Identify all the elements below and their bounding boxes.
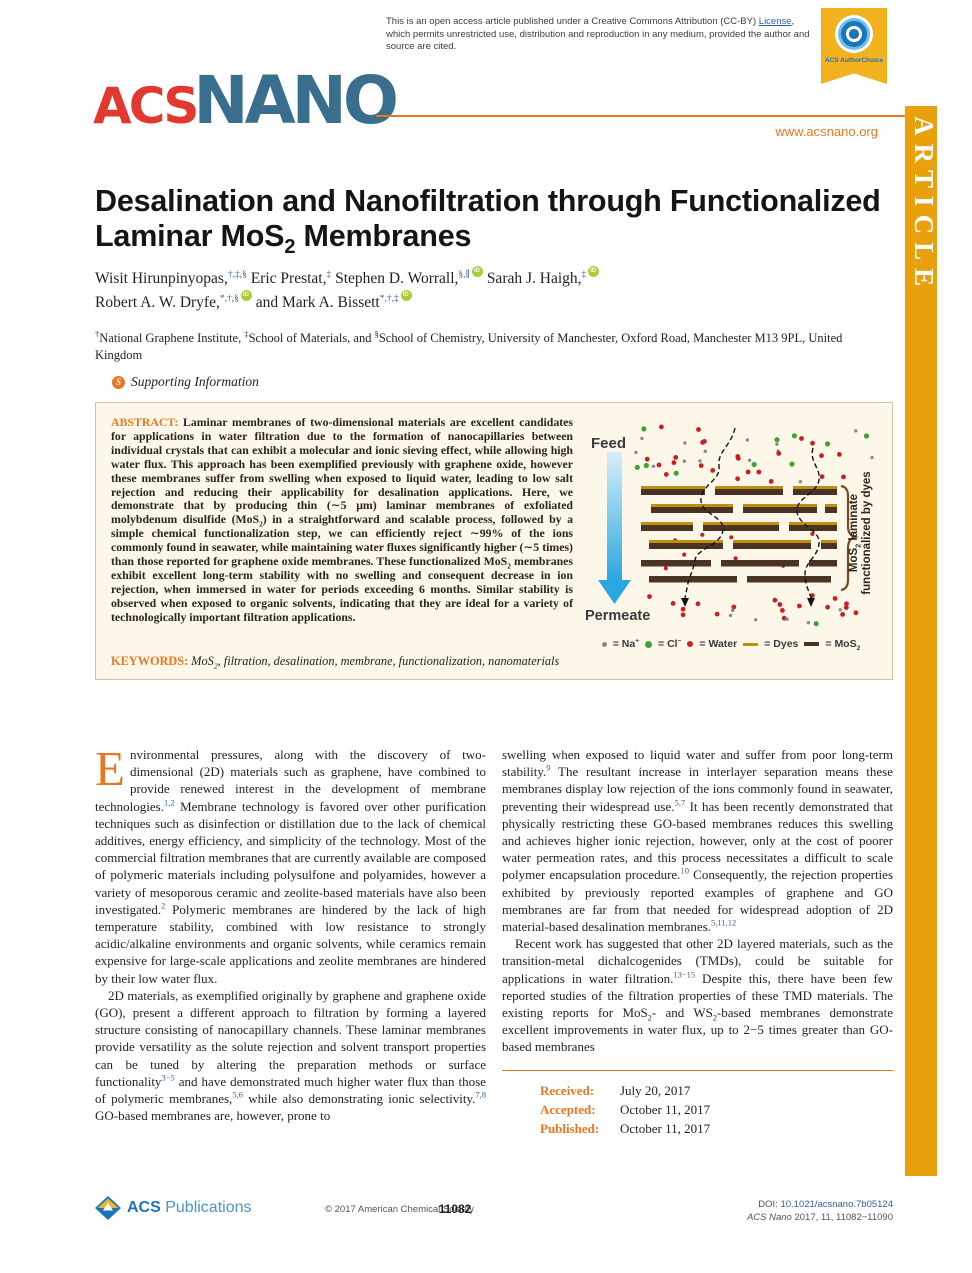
affiliation: †National Graphene Institute, ‡School of… xyxy=(95,328,843,362)
author-name: Eric Prestat,‡ xyxy=(250,270,332,288)
author-name: Robert A. W. Dryfe,*,†,§ xyxy=(95,294,239,312)
acs-publications-logo[interactable]: ACS Publications xyxy=(95,1196,252,1220)
copyright: © 2017 American Chemical Society xyxy=(325,1204,475,1215)
date-value: October 11, 2017 xyxy=(620,1121,711,1137)
license-link[interactable]: License xyxy=(758,16,792,27)
date-row: Accepted: October 11, 2017 xyxy=(540,1100,893,1119)
membrane-bars xyxy=(641,486,837,583)
keywords: KEYWORDS: MoS2, filtration, desalination… xyxy=(111,652,877,671)
author-name: Stephen D. Worrall,§,∥ xyxy=(335,270,470,288)
orcid-icon[interactable] xyxy=(471,266,483,277)
journal-url[interactable]: www.acsnano.org xyxy=(775,124,878,139)
na-dot-icon xyxy=(601,641,607,647)
date-value: October 11, 2017 xyxy=(620,1102,711,1118)
doi-block: DOI: 10.1021/acsnano.7b05124 ACS Nano 20… xyxy=(747,1198,893,1224)
figure-legend: = Na+ = Cl− = Water = Dyes = MoS2 xyxy=(585,637,877,653)
article-title: Desalination and Nanofiltration through … xyxy=(95,184,881,259)
author-name: Wisit Hirunpinyopas,†,‡,§ xyxy=(95,270,247,288)
pub-dates: Received: July 20, 2017 Accepted: Octobe… xyxy=(502,1081,893,1138)
citation-journal: ACS Nano xyxy=(746,1212,792,1223)
logo-nano: NANO xyxy=(193,62,399,139)
legend-label: = Cl− xyxy=(658,637,682,650)
header-rule xyxy=(376,115,905,117)
doi-link[interactable]: 10.1021/acsnano.7b05124 xyxy=(780,1199,893,1210)
dates-divider xyxy=(502,1069,893,1072)
membrane-bracket xyxy=(840,484,859,592)
authorchoice-badge: ACS AuthorChoice xyxy=(821,8,887,84)
doi-label: DOI: xyxy=(758,1199,781,1210)
abstract-text: ABSTRACT: Laminar membranes of two-dimen… xyxy=(111,415,574,624)
authorchoice-label: ACS AuthorChoice xyxy=(824,57,884,64)
figure-svg: Feed Permeate xyxy=(585,424,874,627)
paragraph: swelling when exposed to liquid water an… xyxy=(502,747,894,935)
keywords-label: KEYWORDS: xyxy=(111,654,189,668)
notice-text-post: , which permits unrestricted use, distri… xyxy=(386,16,810,52)
supporting-info-icon xyxy=(112,375,125,389)
publisher-acs: ACS xyxy=(127,1199,161,1216)
author-list: Wisit Hirunpinyopas,†,‡,§ Eric Prestat,‡… xyxy=(95,266,900,314)
figure-side-label: MoS2 laminate functionalized by dyes xyxy=(848,471,873,595)
paragraph: 2D materials, as exemplified originally … xyxy=(95,987,486,1124)
abstract-label: ABSTRACT: xyxy=(111,415,179,429)
flow-path xyxy=(684,427,736,599)
article-banner-label: ARTICLE xyxy=(909,116,939,295)
supporting-info-label[interactable]: Supporting Information xyxy=(131,374,259,389)
legend-label: = Dyes xyxy=(764,638,799,650)
article-banner: ARTICLE xyxy=(905,106,939,1176)
permeate-label: Permeate xyxy=(585,608,650,624)
column-right: swelling when exposed to liquid water an… xyxy=(502,746,893,1138)
abstract-box: Feed Permeate xyxy=(95,402,893,680)
page-footer: ACS Publications © 2017 American Chemica… xyxy=(95,1194,893,1240)
page-number: 11082 xyxy=(438,1202,472,1216)
notice-text-pre: This is an open access article published… xyxy=(386,16,759,27)
citation-rest: 2017, 11, 11082−11090 xyxy=(791,1212,893,1223)
legend-label: = Water xyxy=(699,638,738,650)
water-dot-icon xyxy=(687,641,694,647)
date-label: Accepted: xyxy=(540,1102,596,1118)
date-label: Received: xyxy=(540,1083,595,1099)
logo-acs: ACS xyxy=(93,77,199,135)
dropcap: E xyxy=(95,741,125,796)
legend-label: = Na+ xyxy=(612,637,640,650)
dye-dash-icon xyxy=(743,642,759,646)
legend-label: = MoS2 xyxy=(825,638,861,653)
supporting-info: Supporting Information xyxy=(112,374,259,390)
orcid-icon[interactable] xyxy=(588,266,600,277)
orcid-icon[interactable] xyxy=(400,290,412,302)
authorchoice-swirl-icon xyxy=(835,15,873,53)
author-name: Sarah J. Haigh,‡ xyxy=(482,270,587,288)
feed-arrow xyxy=(598,452,631,604)
author-name: and Mark A. Bissett*,†,‡ xyxy=(251,294,399,312)
publisher-rest: Publications xyxy=(160,1199,252,1216)
date-row: Published: October 11, 2017 xyxy=(540,1119,893,1138)
mos2-dash-icon xyxy=(804,642,820,646)
feed-label: Feed xyxy=(591,435,626,452)
open-access-notice: This is an open access article published… xyxy=(386,16,812,54)
journal-logo: ACS NANO xyxy=(93,62,399,139)
acs-publications-icon xyxy=(95,1196,121,1220)
cl-dot-icon xyxy=(645,640,653,648)
date-value: July 20, 2017 xyxy=(620,1083,691,1099)
graphical-abstract: Feed Permeate xyxy=(585,418,877,653)
keywords-text: MoS2, filtration, desalination, membrane… xyxy=(188,654,560,671)
date-row: Received: July 20, 2017 xyxy=(540,1081,893,1100)
date-label: Published: xyxy=(540,1121,600,1137)
orcid-icon[interactable] xyxy=(240,290,252,302)
paragraph: Recent work has suggested that other 2D … xyxy=(502,936,893,1055)
